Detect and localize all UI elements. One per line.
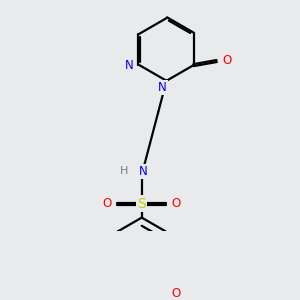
- Text: N: N: [125, 58, 134, 72]
- Text: O: O: [171, 287, 180, 300]
- Text: H: H: [119, 167, 128, 176]
- Text: N: N: [139, 165, 148, 178]
- Text: S: S: [137, 196, 146, 211]
- Text: O: O: [222, 55, 231, 68]
- Text: O: O: [172, 197, 181, 210]
- Text: N: N: [158, 81, 167, 94]
- Text: O: O: [103, 197, 112, 210]
